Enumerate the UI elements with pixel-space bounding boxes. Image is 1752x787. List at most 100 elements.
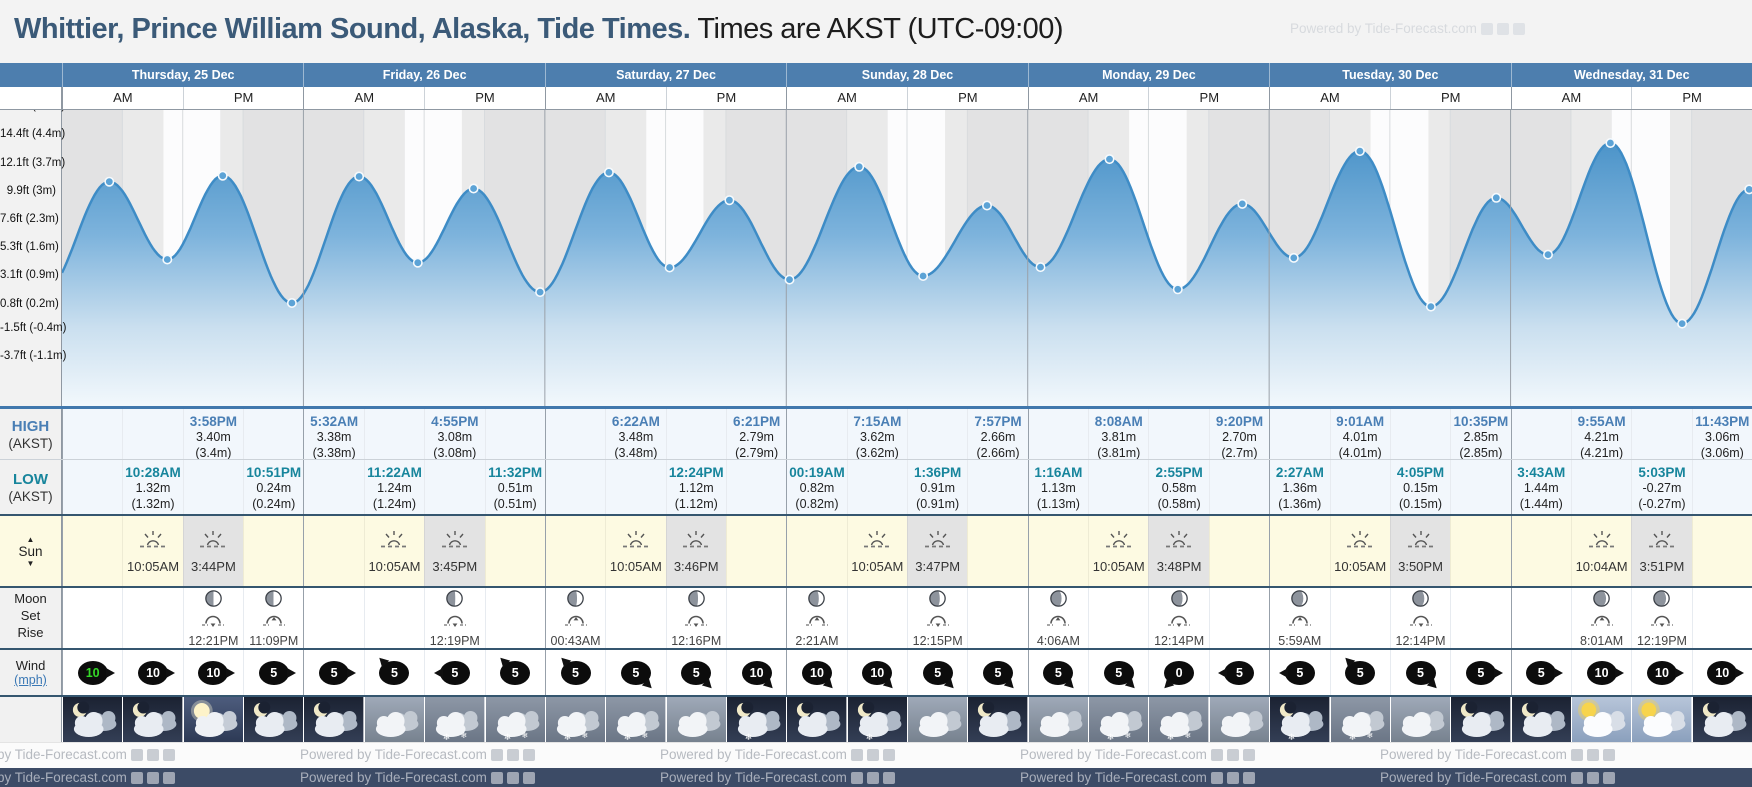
social-icon [1242, 771, 1255, 784]
high-tide-height-alt: (2.79m) [735, 445, 779, 459]
high-tide-cell [484, 409, 545, 459]
weather-icon [908, 697, 968, 742]
weather-icon: ❄ ❄ [425, 697, 485, 742]
sun-cell [786, 516, 846, 586]
tide-extreme-dot [664, 262, 675, 273]
wind-badge: 5 [433, 660, 470, 685]
wind-cell: 5 [967, 650, 1027, 695]
moonrise-icon [262, 613, 286, 633]
sunrise-arrow-icon: ▲ [26, 534, 35, 544]
social-icon [1570, 771, 1583, 784]
sunrise-icon [863, 529, 891, 556]
high-tide-entry: 7:15AM 3.62m (3.62m) [848, 409, 907, 459]
powered-by-text: Powered by Tide-Forecast.com [300, 747, 487, 762]
high-tide-cell [1510, 409, 1571, 459]
powered-by-watermark: Powered by Tide-Forecast.com [1380, 770, 1615, 785]
moon-cell: 11:09PM [243, 588, 303, 648]
social-icon [866, 748, 879, 761]
pm-label: PM [1631, 87, 1752, 109]
sunrise-icon [1588, 529, 1616, 556]
weather-icon [364, 697, 425, 742]
moon-cell [846, 588, 907, 648]
moonset-icon [1650, 613, 1674, 633]
svg-text:❄: ❄ [865, 733, 872, 742]
moonrise-time: 8:01AM [1580, 634, 1624, 648]
high-tide-height-alt: (3.62m) [855, 445, 899, 459]
sun-cell: 3:50PM [1389, 516, 1451, 586]
low-row-label: LOW (AKST) [0, 460, 62, 514]
weather-icon-cell [786, 697, 847, 742]
high-tide-height: 3.62m [859, 430, 895, 445]
social-icon [850, 748, 863, 761]
day-header-cell: Friday, 26 Dec [303, 63, 544, 87]
wind-badge: 10 [741, 660, 776, 692]
wind-badge: 5 [258, 660, 296, 685]
moonset-time: 12:16PM [671, 634, 722, 648]
social-icon [130, 748, 143, 761]
mph-unit-link[interactable]: (mph) [14, 673, 47, 687]
low-tide-time: 10:51PM [246, 465, 302, 480]
wind-cell: 5 [1329, 650, 1390, 695]
moonrise-icon [564, 613, 588, 633]
sun-cell [243, 516, 303, 586]
social-icon [506, 748, 519, 761]
tide-extreme-dot [286, 298, 297, 309]
high-tide-cell: 6:21PM 2.79m (2.79m) [725, 409, 786, 459]
low-tide-height: 0.15m [1403, 481, 1438, 496]
set-label: Set [20, 608, 41, 623]
high-tide-height-alt: (3.48m) [614, 445, 658, 459]
moon-rise-glyph [564, 615, 587, 626]
moonset-time: 12:21PM [188, 634, 239, 648]
weather-icon-cell [243, 697, 304, 742]
low-tide-height-alt: (1.24m) [372, 496, 416, 511]
high-tide-height: 3.81m [1101, 430, 1137, 445]
powered-by-text: Powered by Tide-Forecast.com [0, 747, 127, 762]
powered-by-watermark: Powered by Tide-Forecast.com [1290, 21, 1525, 36]
wind-badge: 5 [376, 653, 410, 685]
moonset-time: 12:14PM [1395, 634, 1446, 648]
sun-cell [1510, 516, 1571, 586]
high-tide-cell [1148, 409, 1208, 459]
low-tide-time: 3:43AM [1517, 465, 1566, 480]
sunset-time: 3:46PM [673, 558, 719, 574]
tide-chart: 16.7ft (5.1m) 14.4ft (4.4m) 12.1ft (3.7m) 9… [0, 110, 1752, 406]
weather-icon: ❄ [1270, 697, 1330, 742]
weather-icon-cell: ❄ ❄ [1148, 697, 1209, 742]
wind-cell: 5 [1208, 650, 1269, 695]
wind-direction-arrow [166, 667, 176, 678]
wind-cell: 10 [122, 650, 182, 695]
moon-cell: 4:06AM [1027, 588, 1088, 648]
sunrise-icon [380, 529, 408, 556]
low-tide-time: 4:05PM [1396, 465, 1445, 480]
moon-phase-glyph [567, 590, 584, 607]
high-tide-entry: 4:55PM 3.08m (3.08m) [425, 409, 484, 459]
wind-badge: 5 [1043, 660, 1078, 692]
sunrise-sun-glyph [381, 530, 408, 547]
sunrise-time: 10:05AM [851, 558, 904, 574]
weather-icon [1511, 697, 1571, 742]
low-tide-height: 0.82m [799, 481, 835, 496]
svg-text:❄: ❄ [1125, 731, 1132, 740]
high-tide-cell: 4:55PM 3.08m (3.08m) [424, 409, 484, 459]
high-tide-cell [62, 409, 122, 459]
wind-cell: 5 [1269, 650, 1329, 695]
low-tide-height: 0.58m [1161, 481, 1197, 496]
weather-row-label [0, 697, 62, 742]
sun-cell: 3:47PM [907, 516, 968, 586]
weather-icon-cell [1389, 697, 1451, 742]
low-tide-height-alt: (1.44m) [1519, 496, 1563, 511]
moon-phase-icon [1653, 590, 1671, 612]
high-tide-time: 3:58PM [189, 414, 238, 429]
wind-direction-arrow [822, 677, 837, 692]
high-tide-time: 9:20PM [1215, 414, 1264, 429]
high-tide-entry: 6:21PM 2.79m (2.79m) [727, 409, 786, 459]
low-tide-height: 0.91m [920, 481, 956, 496]
weather-icon-cell [967, 697, 1028, 742]
high-tide-height: 3.48m [618, 430, 654, 445]
wind-cell: 5 [1450, 650, 1510, 695]
low-tide-height: 1.13m [1041, 481, 1076, 496]
high-tide-entry: 10:35PM 2.85m (2.85m) [1451, 409, 1510, 459]
moonset-icon [1167, 613, 1191, 633]
low-tide-cell [846, 460, 907, 514]
day-header-gutter [0, 63, 62, 87]
